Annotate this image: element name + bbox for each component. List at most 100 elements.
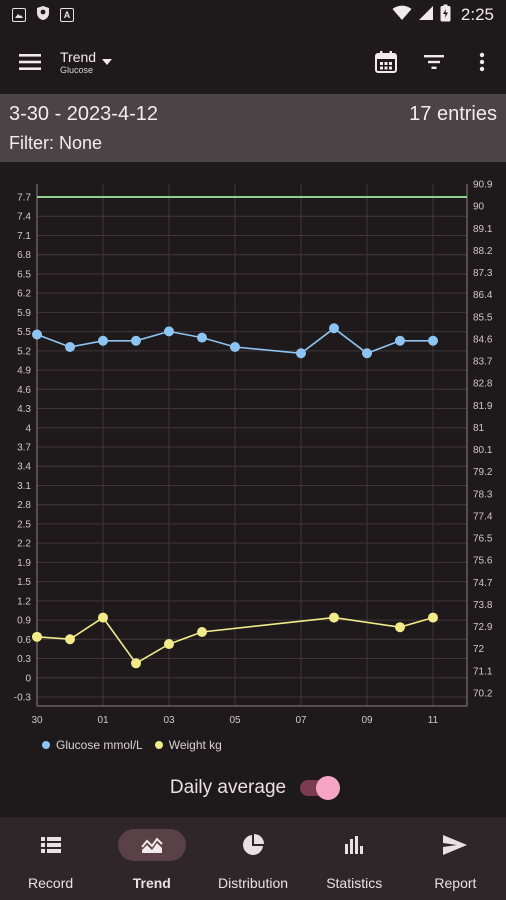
legend-item-glucose: Glucose mmol/L	[42, 738, 143, 752]
date-range: 3-30 - 2023-4-12	[9, 103, 158, 125]
series-line-glucose	[36, 327, 433, 355]
y-right-tick-label: 72.9	[473, 622, 493, 633]
data-point-weight	[197, 627, 207, 638]
data-point-weight	[329, 612, 339, 623]
daily-average-label: Daily average	[169, 777, 287, 798]
data-point-glucose	[65, 342, 75, 352]
more-vert-icon	[479, 52, 485, 72]
y-right-tick-label: 86.4	[473, 290, 493, 301]
chart-area: 7.7 7.4 7.1 6.8 6.5 6.2 5.9 5.5 5.2 4.9 4.6 4.3 4 3.7…	[0, 162, 506, 817]
data-point-weight	[164, 639, 174, 650]
page-title: Trend	[60, 48, 97, 65]
data-point-glucose	[362, 348, 372, 359]
y-right-tick-label: 88.2	[473, 246, 493, 257]
y-left-tick-label: 4.9	[17, 366, 31, 377]
wifi-icon	[392, 5, 412, 26]
title-dropdown[interactable]: Trend Glucose	[60, 48, 113, 76]
data-point-glucose	[395, 335, 405, 346]
entries-count: 17 entries	[409, 103, 497, 125]
toggle-knob	[316, 776, 341, 800]
daily-average-row: Daily average	[0, 776, 506, 800]
data-point-weight	[98, 612, 108, 623]
y-right-tick-label: 73.8	[473, 600, 493, 611]
x-tick-label: 30	[31, 715, 43, 726]
y-left-tick-label: 2.2	[17, 539, 31, 550]
more-options-button[interactable]	[458, 30, 506, 94]
status-bar: A 2:25	[0, 0, 506, 30]
filter-icon	[424, 55, 444, 69]
legend-item-weight: Weight kg	[154, 738, 222, 752]
nav-pill-distribution	[219, 829, 287, 861]
y-left-tick-label: 7.4	[17, 212, 31, 223]
daily-average-toggle[interactable]	[300, 776, 341, 800]
chart-legend: Glucose mmol/L Weight kg	[42, 738, 222, 752]
y-left-tick-label: 0.9	[17, 616, 31, 627]
nav-item-record[interactable]: Record	[0, 817, 101, 900]
nav-label-distribution: Distribution	[217, 875, 289, 891]
data-point-glucose	[164, 326, 174, 337]
y-right-tick-label: 83.7	[473, 357, 493, 368]
y-right-tick-label: 70.2	[473, 689, 493, 700]
y-left-tick-label: 7.7	[17, 193, 31, 204]
app-actions	[362, 30, 506, 94]
nav-pill-statistics	[320, 829, 388, 861]
nav-item-statistics[interactable]: Statistics	[304, 817, 405, 900]
calendar-icon	[375, 51, 397, 73]
legend-label-weight: Weight kg	[168, 738, 222, 752]
filter-button[interactable]	[410, 30, 458, 94]
y-left-tick-label: 4	[25, 423, 31, 434]
nav-label-record: Record	[28, 875, 74, 891]
nav-pill-trend	[117, 829, 186, 861]
data-point-weight	[428, 612, 438, 623]
data-point-weight	[65, 634, 75, 645]
list-icon	[40, 837, 61, 853]
y-left-tick-label: 3.4	[17, 462, 31, 473]
y-right-tick-label: 82.8	[473, 379, 493, 390]
chevron-down-icon	[102, 59, 113, 65]
data-point-glucose	[32, 329, 42, 340]
x-tick-label: 03	[163, 715, 175, 726]
y-right-tick-label: 74.7	[473, 578, 493, 589]
y-right-tick-label: 85.5	[473, 312, 493, 323]
y-left-tick-label: 1.2	[17, 596, 31, 607]
y-right-tick-label: 78.3	[473, 489, 493, 500]
y-right-tick-label: 71.1	[473, 666, 493, 677]
nav-label-statistics: Statistics	[326, 875, 383, 891]
y-left-tick-label: 0.3	[17, 654, 31, 665]
send-icon	[443, 835, 468, 855]
x-tick-label: 05	[229, 715, 241, 726]
y-right-tick-label: 72	[473, 644, 485, 655]
pie-icon	[243, 834, 264, 855]
y-left-tick-label: 6.5	[17, 269, 31, 280]
x-tick-label: 07	[295, 715, 307, 726]
y-right-tick-label: 75.6	[473, 556, 493, 567]
legend-label-glucose: Glucose mmol/L	[56, 738, 143, 752]
bottom-nav: Record Trend Distribution Statistics	[0, 817, 506, 900]
filter-status: Filter: None	[9, 133, 103, 153]
shield-icon	[36, 5, 50, 26]
y-right-tick-label: 76.5	[473, 534, 493, 545]
y-left-tick-label: 2.5	[17, 519, 31, 530]
nav-item-trend[interactable]: Trend	[101, 817, 202, 900]
x-tick-label: 09	[361, 715, 373, 726]
page-subtitle: Glucose	[60, 64, 94, 75]
calendar-button[interactable]	[362, 30, 410, 94]
y-left-tick-label: 1.5	[17, 577, 31, 588]
x-tick-label: 11	[428, 715, 439, 726]
a-icon: A	[60, 8, 74, 22]
app-bar: Trend Glucose	[0, 30, 506, 94]
y-left-tick-label: 6.2	[17, 289, 31, 300]
trend-chart[interactable]: 7.7 7.4 7.1 6.8 6.5 6.2 5.9 5.5 5.2 4.9 4.6 4.3 4 3.7…	[0, 162, 506, 732]
y-left-tick-label: 6.8	[17, 250, 31, 261]
x-tick-label: 01	[97, 715, 109, 726]
y-right-tick-label: 89.1	[473, 224, 493, 235]
nav-item-report[interactable]: Report	[405, 817, 506, 900]
y-right-tick-label: 80.1	[473, 445, 493, 456]
nav-label-trend: Trend	[132, 875, 171, 891]
menu-button[interactable]	[0, 30, 60, 94]
y-right-tick-label: 90	[473, 202, 485, 213]
legend-swatch-glucose	[42, 741, 50, 749]
nav-pill-report	[421, 829, 489, 861]
nav-item-distribution[interactable]: Distribution	[202, 817, 303, 900]
y-left-tick-label: 5.2	[17, 346, 31, 357]
